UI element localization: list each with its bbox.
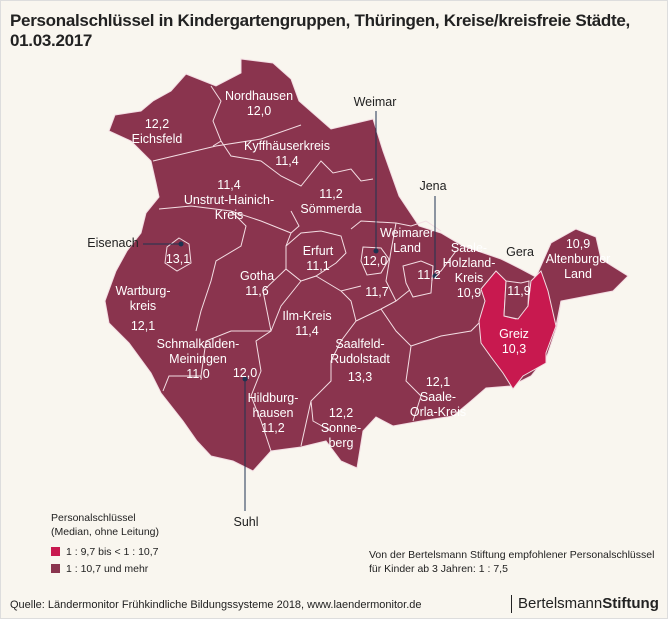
value-eisenach: 13,1 [165, 252, 191, 266]
legend-item-low: 1 : 9,7 bis < 1 : 10,7 [51, 545, 159, 559]
callout-eisenach: Eisenach [87, 236, 139, 250]
legend-item-high: 1 : 10,7 und mehr [51, 562, 159, 576]
label-greiz: Greiz 10,3 [499, 327, 529, 356]
legend: Personalschlüssel (Median, ohne Leitung)… [51, 511, 159, 576]
value-weimar: 12,0 [362, 254, 388, 268]
label-schmalkalden-meiningen: Schmalkalden- Meiningen 11,0 [156, 337, 240, 381]
legend-swatch-high [51, 564, 60, 573]
label-nordhausen: Nordhausen 12,0 [224, 89, 294, 118]
value-jena: 11,2 [417, 268, 441, 282]
legend-title-1: Personalschlüssel [51, 512, 136, 524]
recommendation-note: Von der Bertelsmann Stiftung empfohlener… [369, 548, 654, 576]
callout-weimar: Weimar [353, 95, 397, 109]
legend-swatch-low [51, 547, 60, 556]
recommendation-line-2: für Kinder ab 3 Jahren: 1 : 7,5 [369, 563, 508, 575]
legend-label-high: 1 : 10,7 und mehr [66, 563, 149, 575]
region-erfurt [285, 230, 347, 282]
region-jena [402, 260, 434, 298]
recommendation-line-1: Von der Bertelsmann Stiftung empfohlener… [369, 549, 655, 561]
value-suhl: 12,0 [232, 366, 258, 380]
label-wartburgkreis: Wartburg-kreis 12,1 [115, 284, 171, 333]
label-erfurt: Erfurt 11,1 [302, 244, 334, 273]
region-weimar [360, 246, 390, 276]
callout-lines [143, 111, 438, 511]
value-weimarer-land: 11,7 [365, 285, 389, 299]
label-ilm-kreis: Ilm-Kreis 11,4 [282, 309, 332, 338]
label-soemmerda: 11,2 Sömmerda [300, 187, 362, 216]
callout-gera: Gera [506, 245, 534, 259]
callout-suhl: Suhl [233, 515, 259, 529]
legend-title-2: (Median, ohne Leitung) [51, 526, 159, 538]
label-saale-orla-kreis: 12,1 Saale- Orla-Kreis [409, 375, 467, 419]
region-eisenach [164, 237, 192, 272]
callout-jena: Jena [419, 179, 447, 193]
region-gera [503, 280, 530, 320]
map-title: Personalschlüssel in Kindergartengruppen… [10, 11, 630, 50]
label-weimarer-land: Weimarer Land [380, 226, 434, 255]
label-hildburghausen: Hildburg-hausen 11,2 [247, 391, 299, 435]
legend-label-low: 1 : 9,7 bis < 1 : 10,7 [66, 546, 159, 558]
label-eichsfeld: 12,2 Eichsfeld [131, 117, 183, 146]
bertelsmann-logo: BertelsmannStiftung [511, 595, 659, 613]
label-gotha: Gotha 11,6 [239, 269, 275, 298]
label-sonneberg: 12,2 Sonne-berg [320, 406, 362, 450]
label-saalfeld-rudolstadt: Saalfeld- Rudolstadt 13,3 [330, 337, 390, 384]
value-gera: 11,9 [507, 284, 531, 298]
label-altenburger-land: 10,9 Altenburger Land [545, 237, 611, 281]
label-kyffhaeuserkreis: Kyffhäuserkreis 11,4 [244, 139, 330, 168]
label-saale-holzland-kreis: Saale- Holzland- Kreis 10,9 [442, 241, 496, 300]
source-note: Quelle: Ländermonitor Frühkindliche Bild… [10, 599, 422, 611]
label-unstrut-hainich-kreis: 11,4 Unstrut-Hainich- Kreis [183, 178, 275, 222]
